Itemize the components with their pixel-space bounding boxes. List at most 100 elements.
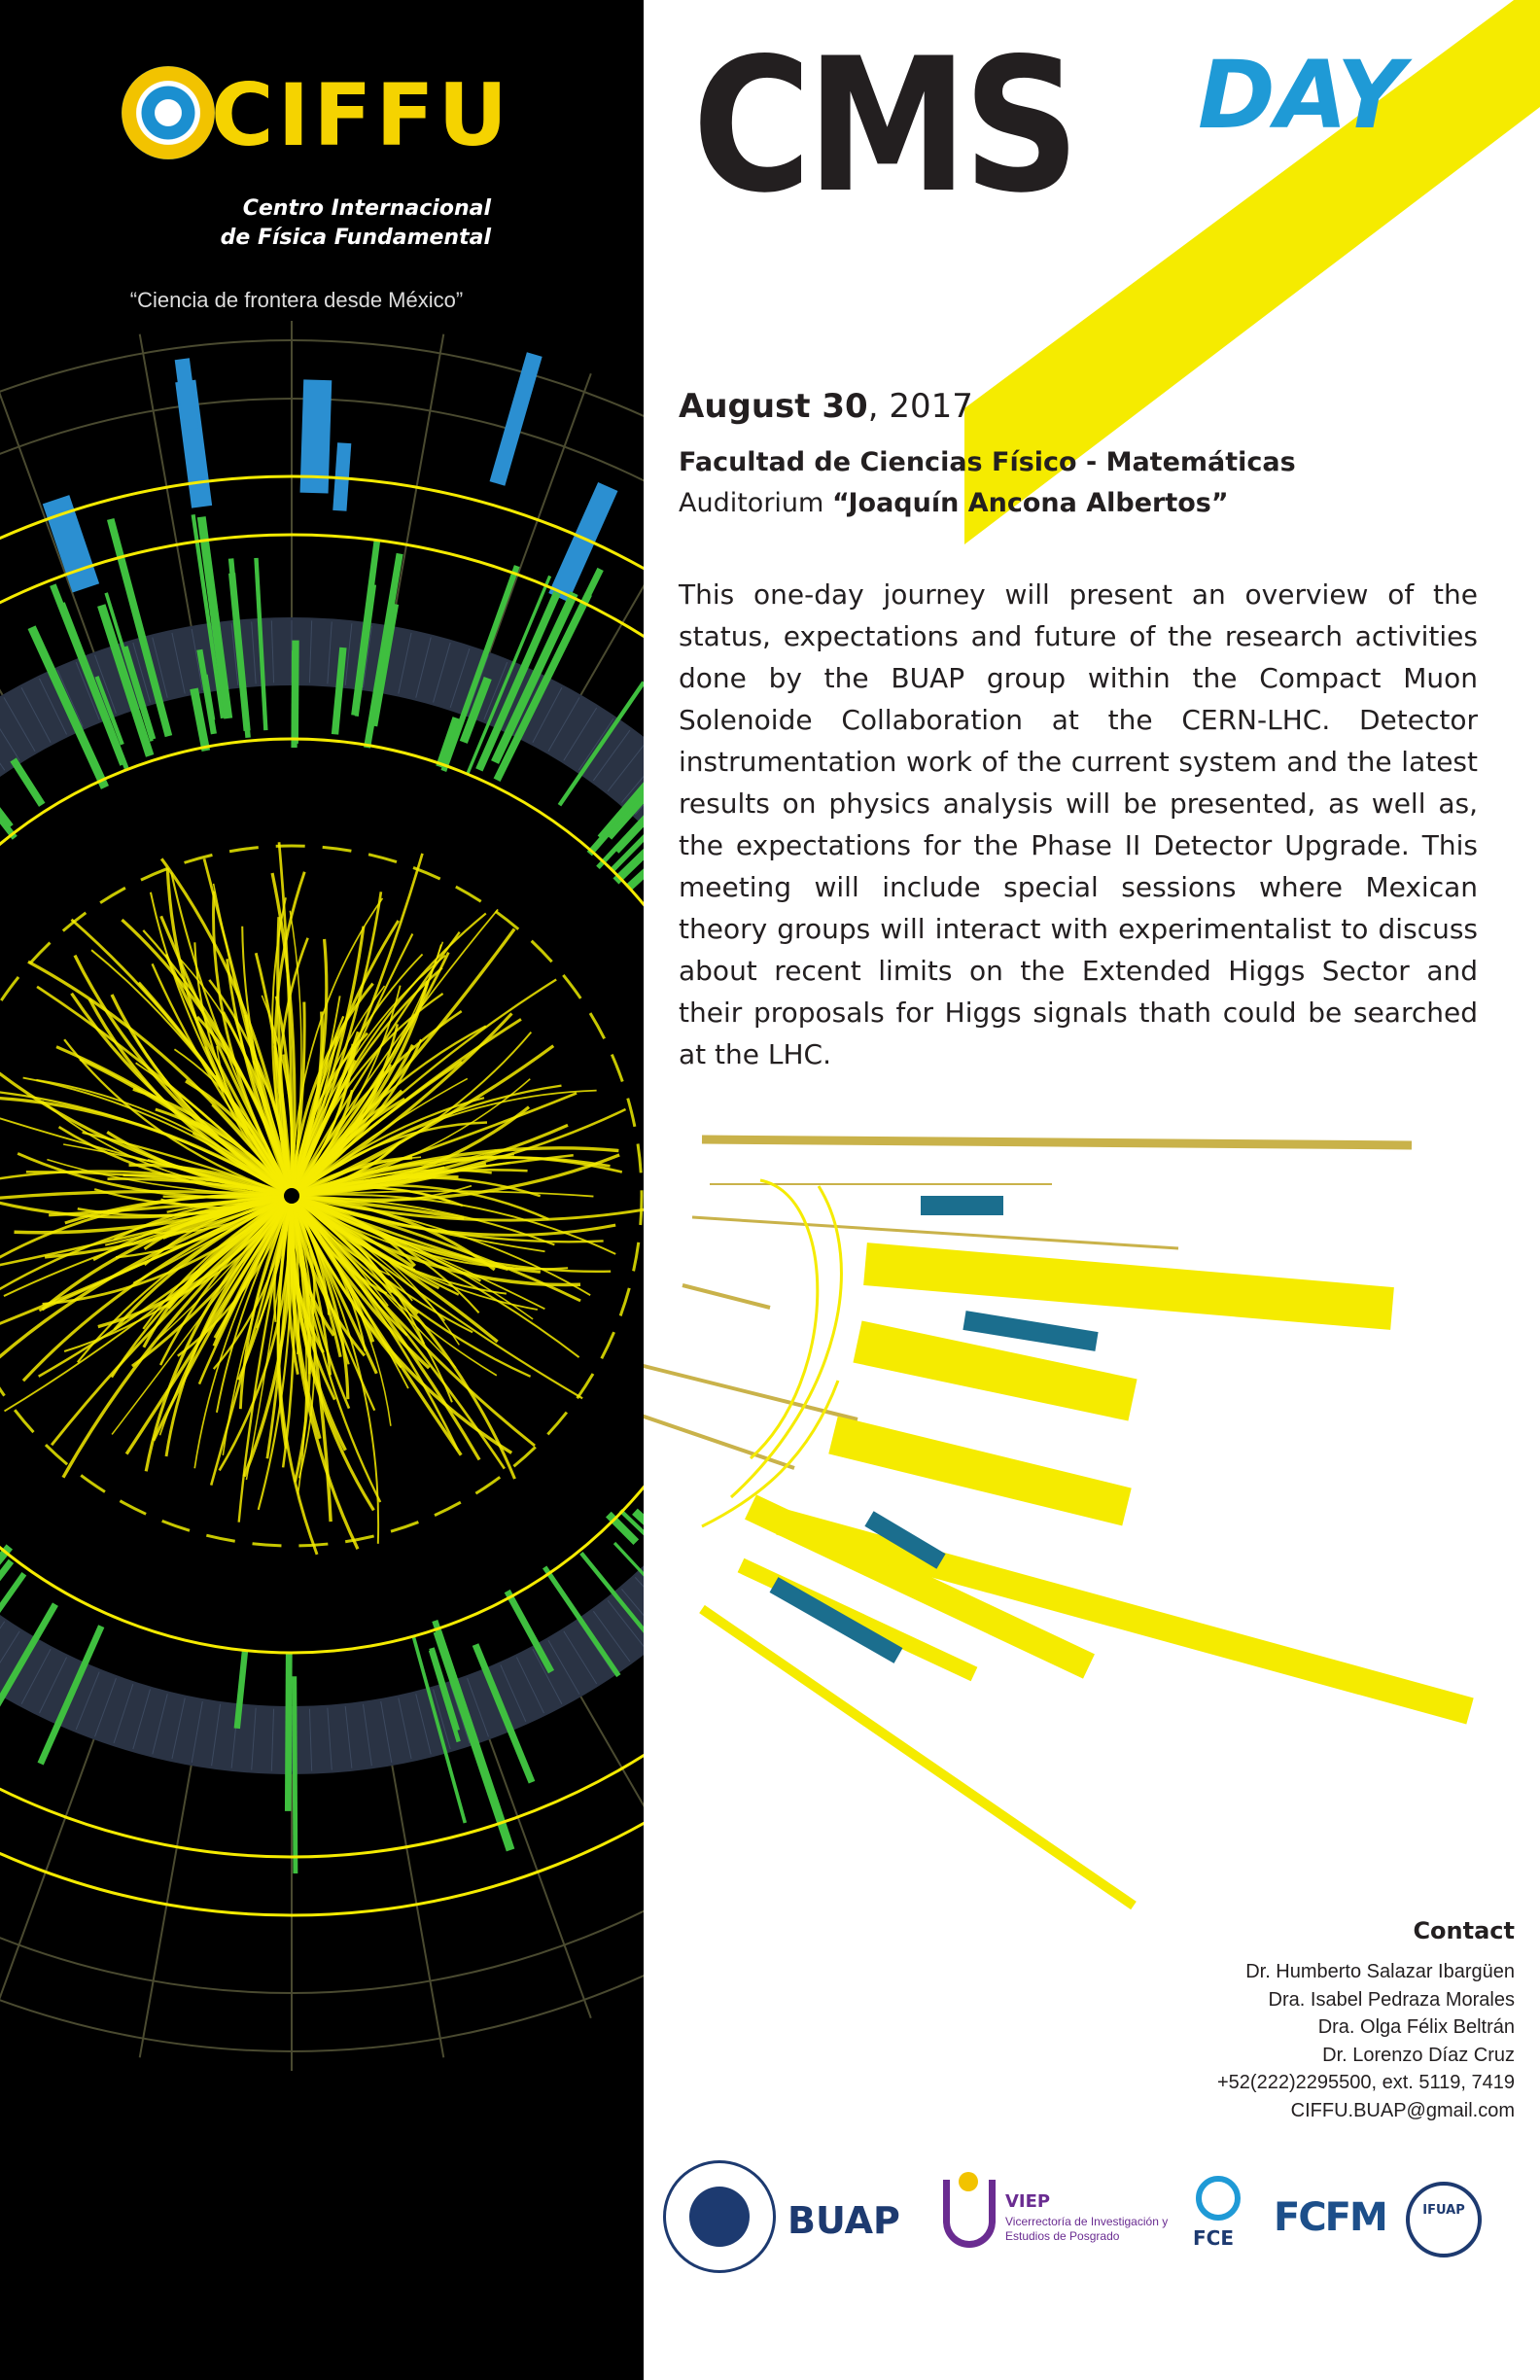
particle-track — [42, 1194, 293, 1306]
calorimeter-tower — [37, 1625, 105, 1766]
calorimeter-tower — [459, 676, 492, 744]
org-subtitle: Centro Internacional de Física Fundament… — [160, 194, 491, 253]
particle-track — [291, 1195, 580, 1358]
ciffu-logo-text: CIFFU — [211, 65, 512, 165]
particle-track — [122, 1173, 293, 1198]
calorimeter-tower — [104, 592, 154, 742]
calorimeter-cell — [39, 678, 67, 735]
calorimeter-cell — [607, 744, 644, 792]
particle-track — [290, 1032, 368, 1197]
calorimeter-cell — [75, 661, 100, 720]
calorimeter-tower — [190, 687, 211, 752]
particle-track — [290, 1194, 481, 1461]
calorimeter-tower — [0, 813, 18, 840]
calorimeter-tower — [618, 1509, 644, 1536]
viep-logo-title: VIEP — [1005, 2191, 1051, 2212]
calorimeter-band — [0, 617, 644, 1774]
collision-event-graphic — [0, 321, 644, 2071]
calorimeter-tower — [440, 565, 520, 772]
solenoid-ring — [0, 533, 644, 1859]
outer-spoke — [563, 1666, 644, 1808]
energy-bar — [863, 1242, 1394, 1330]
calorimeter-tower — [0, 1602, 58, 1707]
particle-track — [290, 1195, 332, 1376]
particle-track — [291, 1195, 446, 1321]
venue-auditorium: Auditorium “Joaquín Ancona Albertos” — [679, 488, 1229, 518]
calorimeter-cell — [251, 621, 257, 684]
particle-track — [142, 1194, 293, 1348]
calorimeter-tower — [557, 681, 644, 807]
outer-spoke — [476, 1706, 592, 2019]
calorimeter-cell — [483, 661, 508, 720]
calorimeter-tower — [612, 1541, 644, 1577]
calorimeter-cell — [94, 654, 117, 715]
calorimeter-cell — [327, 1707, 332, 1770]
buap-logo: BUAP — [788, 2199, 900, 2242]
calorimeter-tower — [191, 514, 225, 719]
calorimeter-tower — [612, 848, 644, 885]
viep-logo-subtitle: Vicerrectoría de Investigación y Estudio… — [1005, 2215, 1169, 2243]
outer-spoke — [0, 688, 20, 725]
particle-track — [257, 1195, 294, 1511]
contact-title: Contact — [1413, 1917, 1515, 1944]
calorimeter-tower — [491, 591, 578, 764]
outer-spoke — [476, 372, 592, 685]
calorimeter-tower — [292, 1676, 298, 1874]
calorimeter-cell — [94, 1677, 117, 1737]
outer-ring — [0, 339, 644, 2052]
venue-name: “Joaquín Ancona Albertos” — [831, 488, 1229, 518]
particle-track — [291, 1194, 604, 1243]
calorimeter-tower — [475, 591, 561, 772]
calorimeter-cell — [592, 1610, 631, 1662]
calorimeter-tower — [0, 1558, 15, 1582]
particle-track — [159, 915, 294, 1197]
calorimeter-cell — [607, 1599, 644, 1648]
particle-track — [290, 931, 461, 1197]
calorimeter-tower — [612, 815, 644, 854]
outer-spoke — [138, 333, 198, 660]
calorimeter-cell — [132, 1689, 151, 1750]
solenoid-ring — [0, 737, 644, 1655]
ciffu-logo: CIFFU — [122, 66, 508, 173]
calorimeter-tower — [432, 1620, 480, 1745]
particle-track — [226, 959, 294, 1197]
event-date: August 30, 2017 — [679, 387, 973, 426]
outer-spoke — [0, 1666, 20, 1703]
calorimeter-tower — [123, 646, 157, 740]
particle-track — [289, 1195, 360, 1550]
calorimeter-tower — [606, 1511, 640, 1546]
particle-track — [291, 1156, 611, 1198]
calorimeter-cell — [0, 1630, 20, 1664]
particle-track — [193, 1195, 293, 1469]
muon-chamber-hit — [299, 379, 332, 494]
calorimeter-cell — [113, 1684, 134, 1744]
calorimeter-tower — [27, 625, 109, 789]
event-title: CMS — [692, 18, 1080, 233]
contact-line: Dra. Olga Félix Beltrán — [1317, 2016, 1515, 2038]
calorimeter-cell — [362, 1703, 372, 1767]
calorimeter-cell — [20, 1648, 52, 1704]
particle-track — [212, 883, 293, 1197]
teal-hit — [864, 1511, 946, 1569]
ciffu-logo-mark — [122, 66, 215, 159]
particle-track — [55, 1045, 294, 1198]
calorimeter-tower — [97, 604, 155, 757]
outer-spoke — [0, 1706, 107, 2001]
calorimeter-cell — [398, 632, 412, 694]
energy-bar — [699, 1604, 1137, 1910]
particle-track — [290, 1060, 463, 1198]
calorimeter-tower — [607, 793, 644, 840]
outer-ring — [0, 398, 644, 1994]
gold-track — [644, 1414, 795, 1470]
calorimeter-cell — [191, 628, 203, 691]
particle-track — [208, 979, 294, 1197]
calorimeter-cell — [415, 637, 432, 698]
calorimeter-cell — [152, 1694, 168, 1755]
calorimeter-cell — [308, 620, 313, 683]
ifuap-logo-text: IFUAP — [1422, 2203, 1465, 2218]
viep-logo-dot — [959, 2172, 978, 2191]
calorimeter-tower — [196, 648, 217, 735]
venue-prefix: Auditorium — [679, 488, 832, 518]
event-description: This one-day journey will present an ove… — [679, 578, 1478, 1070]
particle-track — [276, 1195, 294, 1450]
